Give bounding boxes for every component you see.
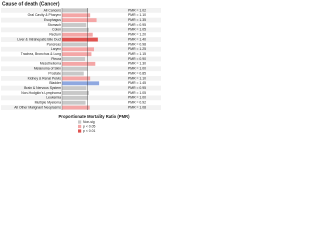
bar xyxy=(62,27,89,32)
bar xyxy=(62,57,86,61)
category-label: All Cancers xyxy=(44,8,62,12)
value-label: PMR = 1.05 xyxy=(128,28,146,32)
value-label: PMR = 1.02 xyxy=(128,8,146,12)
bar xyxy=(62,105,90,110)
value-label: PMR = 1.05 xyxy=(128,91,146,95)
category-label: Liver & Intrahepatic Bile Duct xyxy=(17,37,61,41)
value-label: PMR = 0.85 xyxy=(128,71,146,75)
bar xyxy=(62,81,100,86)
bar xyxy=(62,91,89,95)
category-label: Colon xyxy=(52,28,61,32)
legend-label: Non-sig xyxy=(83,120,95,124)
category-label: Trachea, Bronchus & Lung xyxy=(21,52,61,56)
bar xyxy=(62,42,88,47)
chart-title: Cause of death (Cancer) xyxy=(2,1,60,7)
legend-label: p < 0.01 xyxy=(83,129,95,133)
value-label: PMR = 1.40 xyxy=(128,37,146,41)
category-label: Pleura xyxy=(51,57,61,61)
value-label: PMR = 0.95 xyxy=(128,86,146,90)
category-label: Multiple Myeloma xyxy=(35,101,61,105)
category-label: Stomach xyxy=(48,23,61,27)
bar xyxy=(62,86,87,91)
bar xyxy=(62,95,88,100)
legend-swatch xyxy=(78,120,82,124)
category-label: Pancreas xyxy=(47,42,62,46)
bar xyxy=(62,37,98,42)
category-label: Non-Hodgkin's Lymphoma xyxy=(21,91,61,95)
chart: Cause of death (Cancer) Proportionate Mo… xyxy=(1,1,161,133)
bar xyxy=(62,52,92,57)
bar xyxy=(62,76,91,81)
value-label: PMR = 1.45 xyxy=(128,81,146,85)
category-label: Kidney & Renal Pelvis xyxy=(28,76,62,80)
value-label: PMR = 1.00 xyxy=(128,67,146,71)
category-label: Prostate xyxy=(48,71,61,75)
bar xyxy=(62,47,94,52)
value-label: PMR = 1.30 xyxy=(128,62,146,66)
value-label: PMR = 0.95 xyxy=(128,23,146,27)
value-label: PMR = 1.25 xyxy=(128,47,146,51)
bar xyxy=(62,100,86,105)
category-label: Bladder xyxy=(49,81,62,85)
category-label: Mesothelioma xyxy=(40,62,61,66)
category-label: Esophagus xyxy=(44,18,61,22)
legend-swatch xyxy=(78,129,82,133)
value-label: PMR = 1.20 xyxy=(128,33,146,37)
bar xyxy=(62,8,89,13)
category-label: Leukemia xyxy=(46,96,61,100)
legend-swatch xyxy=(78,124,82,129)
legend-label: p < 0.05 xyxy=(83,124,95,128)
value-label: PMR = 1.35 xyxy=(128,18,146,22)
bar xyxy=(62,66,88,71)
value-label: PMR = 1.10 xyxy=(128,76,146,80)
value-label: PMR = 0.90 xyxy=(128,57,146,61)
value-label: PMR = 1.10 xyxy=(128,13,146,17)
bar xyxy=(62,23,87,27)
category-label: All Other Malignant Neoplasms xyxy=(14,105,61,109)
category-label: Melanoma of Skin xyxy=(34,67,61,71)
value-label: PMR = 1.00 xyxy=(128,96,146,100)
value-label: PMR = 0.92 xyxy=(128,101,146,105)
x-axis-label: Proportionate Mortality Ratio (PMR) xyxy=(59,114,131,119)
category-label: Larynx xyxy=(51,47,61,51)
value-label: PMR = 1.08 xyxy=(128,105,146,109)
value-label: PMR = 1.15 xyxy=(128,52,146,56)
bar xyxy=(62,13,91,18)
category-label: Rectum xyxy=(49,33,61,37)
value-label: PMR = 0.98 xyxy=(128,42,146,46)
bar xyxy=(62,32,93,37)
bar xyxy=(62,71,84,76)
category-label: Oral Cavity & Pharynx xyxy=(28,13,62,17)
bar xyxy=(62,18,97,23)
category-label: Brain & Nervous System xyxy=(24,86,61,90)
bar xyxy=(62,61,96,66)
